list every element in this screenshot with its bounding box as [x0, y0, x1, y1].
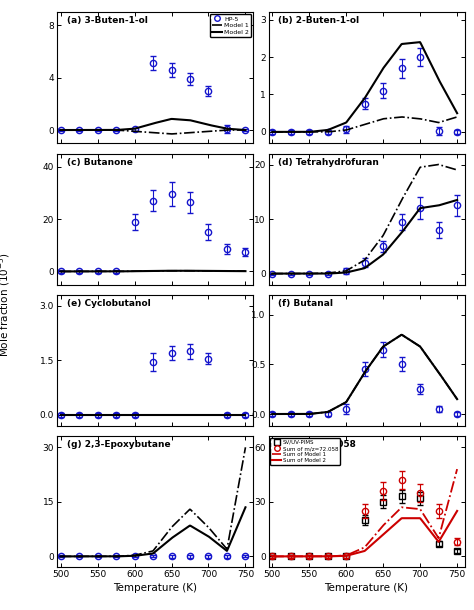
Text: (g) 2,3-Epoxybutane: (g) 2,3-Epoxybutane	[67, 440, 170, 450]
Text: Mole fraction ($10^{-5}$): Mole fraction ($10^{-5}$)	[0, 253, 12, 357]
Text: (e) Cyclobutanol: (e) Cyclobutanol	[67, 299, 150, 308]
Text: (b) 2-Buten-1-ol: (b) 2-Buten-1-ol	[278, 16, 359, 25]
Text: (f) Butanal: (f) Butanal	[278, 299, 333, 308]
Legend: HP-5, Model 1, Model 2: HP-5, Model 1, Model 2	[210, 14, 251, 37]
Text: (a) 3-Buten-1-ol: (a) 3-Buten-1-ol	[67, 16, 147, 25]
X-axis label: Temperature (K): Temperature (K)	[325, 583, 409, 594]
Text: (d) Tetrahydrofuran: (d) Tetrahydrofuran	[278, 157, 379, 167]
Legend: SV/UV-PIMS, Sum of m/z=72.058, Sum of Model 1, Sum of Model 2: SV/UV-PIMS, Sum of m/z=72.058, Sum of Mo…	[270, 438, 340, 465]
X-axis label: Temperature (K): Temperature (K)	[113, 583, 197, 594]
Text: (c) Butanone: (c) Butanone	[67, 157, 133, 167]
Text: (h) m/z=72.058: (h) m/z=72.058	[278, 440, 356, 450]
